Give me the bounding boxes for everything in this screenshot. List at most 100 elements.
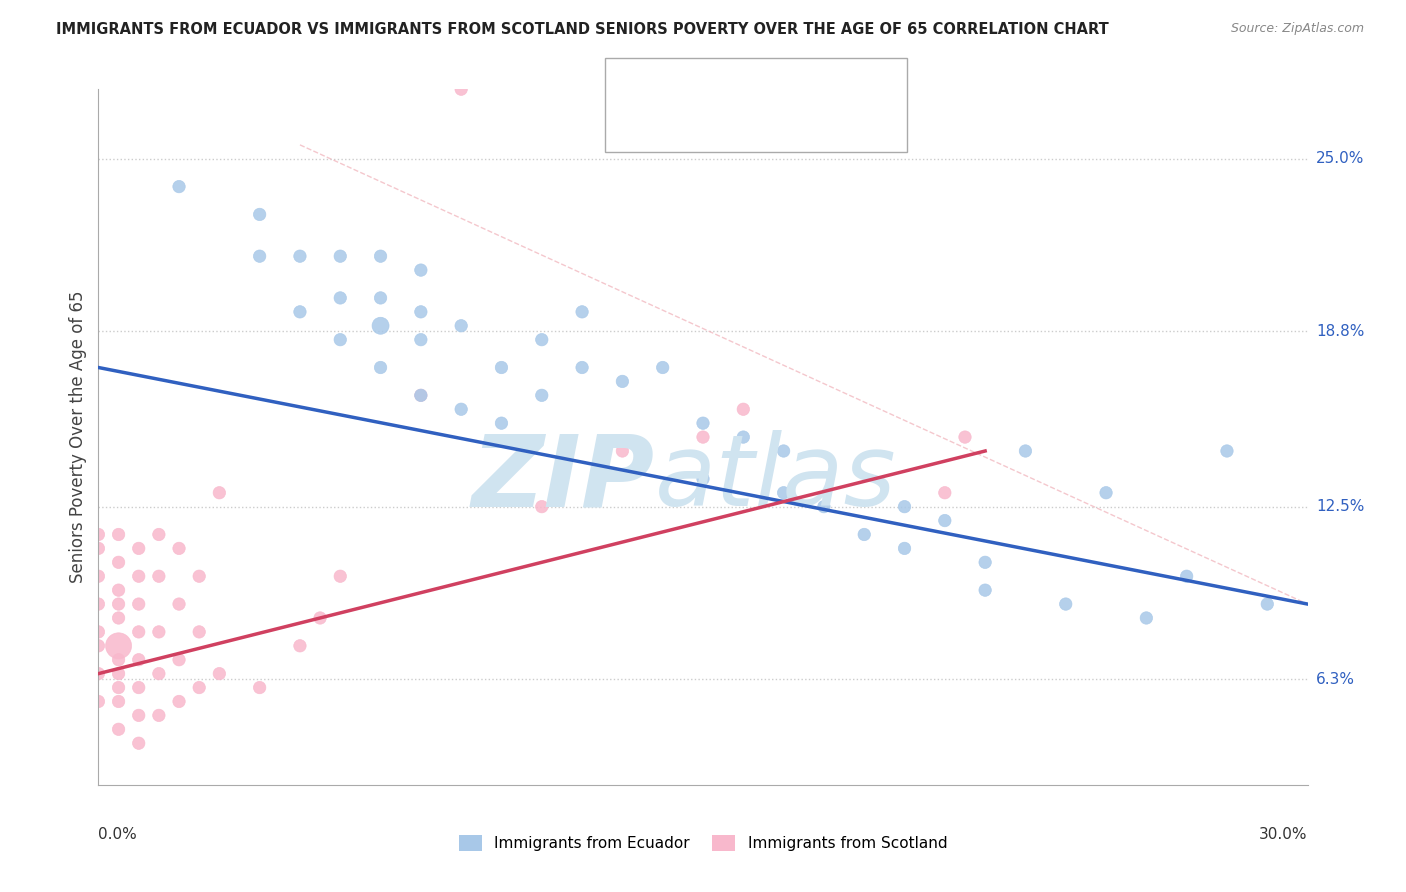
Point bbox=[167, 597, 190, 611]
Text: 30.0%: 30.0% bbox=[1260, 827, 1308, 842]
Point bbox=[128, 597, 150, 611]
Text: IMMIGRANTS FROM ECUADOR VS IMMIGRANTS FROM SCOTLAND SENIORS POVERTY OVER THE AGE: IMMIGRANTS FROM ECUADOR VS IMMIGRANTS FR… bbox=[56, 22, 1109, 37]
Point bbox=[571, 305, 593, 319]
Point bbox=[329, 569, 352, 583]
Bar bbox=[620, 110, 652, 139]
Point bbox=[148, 666, 170, 681]
Text: 0.0%: 0.0% bbox=[98, 827, 138, 842]
Point bbox=[288, 249, 311, 263]
Point bbox=[974, 583, 997, 598]
Point bbox=[692, 472, 714, 486]
Bar bbox=[620, 70, 652, 99]
Point bbox=[148, 527, 170, 541]
Text: 6.3%: 6.3% bbox=[1316, 672, 1355, 687]
Text: 18.8%: 18.8% bbox=[1316, 324, 1364, 339]
Point bbox=[107, 653, 129, 667]
Point bbox=[329, 333, 352, 347]
Text: atlas: atlas bbox=[655, 430, 896, 527]
Point bbox=[853, 527, 876, 541]
Point bbox=[491, 360, 513, 375]
Point bbox=[167, 179, 190, 194]
Point bbox=[370, 291, 392, 305]
Text: N =: N = bbox=[785, 76, 821, 94]
Point bbox=[128, 541, 150, 556]
Point bbox=[87, 527, 110, 541]
Point bbox=[148, 624, 170, 639]
Point bbox=[87, 624, 110, 639]
Point bbox=[167, 694, 190, 708]
Point bbox=[329, 249, 352, 263]
Point bbox=[188, 624, 211, 639]
Point bbox=[87, 639, 110, 653]
Point bbox=[107, 681, 129, 695]
Text: R =: R = bbox=[662, 76, 697, 94]
Point bbox=[188, 681, 211, 695]
Point bbox=[148, 569, 170, 583]
Point bbox=[1216, 444, 1239, 458]
Point bbox=[409, 388, 432, 402]
Point bbox=[128, 708, 150, 723]
Point bbox=[409, 333, 432, 347]
Point bbox=[167, 653, 190, 667]
Point bbox=[409, 305, 432, 319]
Point bbox=[974, 555, 997, 569]
Point bbox=[87, 541, 110, 556]
Point bbox=[188, 569, 211, 583]
Point bbox=[612, 375, 634, 389]
Point bbox=[450, 402, 472, 417]
Point bbox=[288, 305, 311, 319]
Point bbox=[1014, 444, 1036, 458]
Point bbox=[530, 333, 553, 347]
Point bbox=[1054, 597, 1077, 611]
Point bbox=[107, 583, 129, 598]
Point bbox=[87, 597, 110, 611]
Point bbox=[934, 514, 956, 528]
Text: Source: ZipAtlas.com: Source: ZipAtlas.com bbox=[1230, 22, 1364, 36]
Text: 45: 45 bbox=[839, 76, 862, 94]
Point bbox=[651, 360, 673, 375]
Point bbox=[1135, 611, 1157, 625]
Point bbox=[107, 527, 129, 541]
Point bbox=[370, 318, 392, 333]
Point bbox=[167, 541, 190, 556]
Point bbox=[208, 666, 231, 681]
Point bbox=[893, 500, 915, 514]
Point bbox=[733, 430, 755, 444]
Text: 53: 53 bbox=[839, 115, 862, 133]
Point bbox=[107, 666, 129, 681]
Point bbox=[772, 485, 794, 500]
Point bbox=[107, 611, 129, 625]
Point bbox=[692, 416, 714, 430]
Text: R =: R = bbox=[662, 115, 697, 133]
Point bbox=[1175, 569, 1198, 583]
Text: -0.307: -0.307 bbox=[716, 76, 775, 94]
Point bbox=[934, 485, 956, 500]
Point bbox=[692, 430, 714, 444]
Point bbox=[128, 624, 150, 639]
Point bbox=[571, 360, 593, 375]
Point bbox=[491, 416, 513, 430]
Point bbox=[128, 569, 150, 583]
Point bbox=[128, 736, 150, 750]
Point bbox=[107, 555, 129, 569]
Point bbox=[813, 500, 835, 514]
Legend: Immigrants from Ecuador, Immigrants from Scotland: Immigrants from Ecuador, Immigrants from… bbox=[453, 830, 953, 857]
Point bbox=[530, 388, 553, 402]
Point bbox=[953, 430, 976, 444]
Point bbox=[128, 681, 150, 695]
Point bbox=[1256, 597, 1278, 611]
Point bbox=[249, 681, 271, 695]
Point bbox=[450, 318, 472, 333]
Point bbox=[329, 291, 352, 305]
Point bbox=[772, 444, 794, 458]
Text: 0.375: 0.375 bbox=[716, 115, 768, 133]
Point bbox=[288, 639, 311, 653]
Point bbox=[87, 694, 110, 708]
Point bbox=[893, 541, 915, 556]
Point bbox=[87, 569, 110, 583]
Point bbox=[612, 444, 634, 458]
Text: ZIP: ZIP bbox=[471, 430, 655, 527]
Point bbox=[733, 402, 755, 417]
Point bbox=[107, 639, 129, 653]
Point bbox=[87, 666, 110, 681]
